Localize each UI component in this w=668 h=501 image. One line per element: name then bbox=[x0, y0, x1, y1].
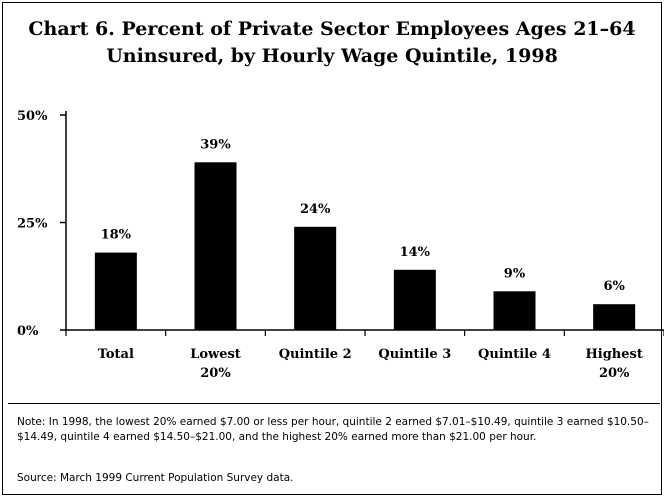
data-label: 9% bbox=[504, 266, 526, 281]
category-label: Total bbox=[98, 347, 134, 362]
y-tick-label: 25% bbox=[17, 217, 48, 232]
chart-title-line-1: Chart 6. Percent of Private Sector Emplo… bbox=[28, 18, 636, 40]
data-label: 14% bbox=[400, 245, 431, 260]
chart-note: Note: In 1998, the lowest 20% earned $7.… bbox=[17, 416, 649, 443]
y-tick-label: 50% bbox=[17, 109, 48, 124]
chart-title: Chart 6. Percent of Private Sector Emplo… bbox=[0, 16, 664, 70]
bar bbox=[294, 226, 337, 330]
chart-source: Source: March 1999 Current Population Su… bbox=[17, 472, 294, 484]
bar-chart: 0% 25% 50% 18% 39% 24% 14% 9% 6% Total Lowest 20%… bbox=[17, 109, 664, 381]
bar bbox=[493, 291, 536, 330]
category-label: 20% bbox=[599, 366, 630, 381]
category-label: 20% bbox=[200, 366, 231, 381]
category-label: Quintile 2 bbox=[279, 347, 352, 362]
data-label: 39% bbox=[200, 137, 231, 152]
category-label: Lowest bbox=[190, 347, 241, 362]
category-label: Highest bbox=[585, 347, 642, 362]
chart-title-line-2: Uninsured, by Hourly Wage Quintile, 1998 bbox=[106, 45, 558, 67]
data-label: 24% bbox=[300, 202, 331, 217]
bar bbox=[94, 252, 137, 330]
bar bbox=[393, 269, 436, 330]
data-label: 18% bbox=[101, 228, 132, 243]
x-axis: Total Lowest 20% Quintile 2 Quintile 3 Quinti… bbox=[65, 329, 664, 381]
data-label: 6% bbox=[603, 279, 625, 294]
bars-group: 18% 39% 24% 14% 9% 6% bbox=[94, 137, 636, 330]
bar bbox=[194, 162, 237, 330]
y-tick-label: 0% bbox=[17, 324, 39, 339]
y-axis: 0% 25% 50% bbox=[17, 109, 67, 339]
category-label: Quintile 4 bbox=[478, 347, 551, 362]
footer-divider bbox=[8, 403, 660, 404]
category-label: Quintile 3 bbox=[378, 347, 451, 362]
chart-frame bbox=[2, 2, 662, 495]
bar bbox=[593, 304, 636, 330]
